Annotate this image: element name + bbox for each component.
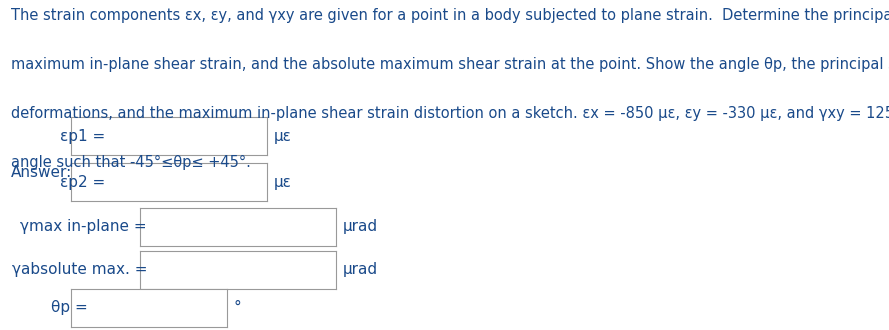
Text: deformations, and the maximum in-plane shear strain distortion on a sketch. εx =: deformations, and the maximum in-plane s… (11, 106, 889, 121)
Text: μrad: μrad (343, 219, 379, 234)
Text: μrad: μrad (343, 262, 379, 277)
Text: The strain components εx, εy, and γxy are given for a point in a body subjected : The strain components εx, εy, and γxy ar… (11, 8, 889, 23)
Text: angle such that -45°≤θp≤ +45°.: angle such that -45°≤θp≤ +45°. (11, 155, 251, 170)
Text: με: με (274, 129, 292, 144)
Text: °: ° (234, 300, 242, 315)
Text: θp =: θp = (51, 300, 87, 315)
Text: εp2 =: εp2 = (60, 175, 106, 190)
Text: Answer:: Answer: (11, 165, 72, 180)
Text: γabsolute max. =: γabsolute max. = (12, 262, 147, 277)
Text: maximum in-plane shear strain, and the absolute maximum shear strain at the poin: maximum in-plane shear strain, and the a… (11, 57, 889, 72)
Text: εp1 =: εp1 = (60, 129, 106, 144)
Text: με: με (274, 175, 292, 190)
Text: γmax in-plane =: γmax in-plane = (20, 219, 146, 234)
